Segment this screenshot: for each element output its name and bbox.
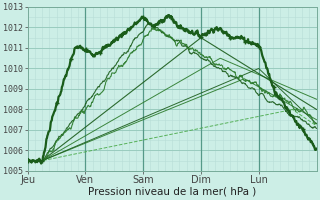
X-axis label: Pression niveau de la mer( hPa ): Pression niveau de la mer( hPa ) — [88, 187, 256, 197]
